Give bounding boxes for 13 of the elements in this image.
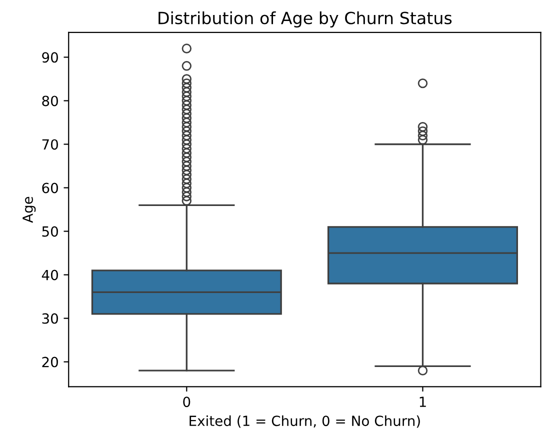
x-axis-title: Exited (1 = Churn, 0 = No Churn): [190, 415, 420, 428]
y-tick-label: 40: [42, 270, 58, 280]
y-axis-title: Age: [22, 196, 36, 223]
y-tick-label: 50: [42, 226, 58, 237]
x-tick-label: 0: [183, 396, 190, 408]
y-tick-label: 90: [42, 52, 58, 63]
y-tick-label: 70: [42, 139, 58, 150]
y-tick-label: 30: [42, 313, 58, 324]
chart-title: Distribution of Age by Churn Status: [158, 11, 452, 28]
y-tick-label: 60: [42, 182, 58, 194]
y-tick-label: 80: [42, 96, 58, 106]
y-tick-label: 20: [42, 356, 58, 368]
x-tick-label: 1: [420, 396, 426, 407]
